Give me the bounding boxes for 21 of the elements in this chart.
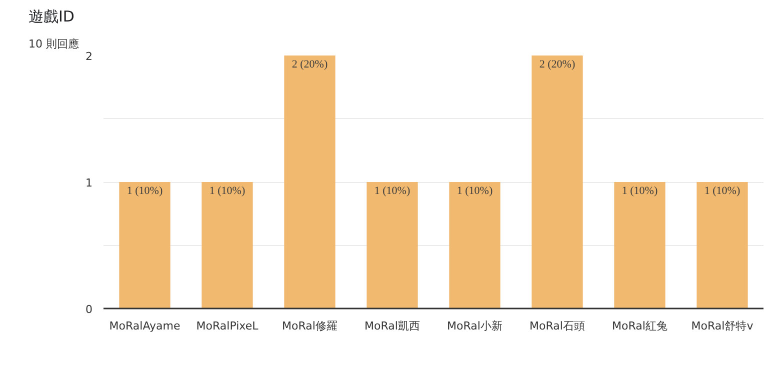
data-label: 1 (10%) bbox=[209, 185, 246, 197]
chart-subtitle: 10 則回應 bbox=[28, 38, 79, 50]
y-tick-label: 1 bbox=[86, 176, 92, 190]
x-tick-label: MoRalAyame bbox=[109, 320, 180, 332]
x-tick-label: MoRal紅兔 bbox=[612, 320, 668, 332]
data-label: 1 (10%) bbox=[704, 185, 740, 197]
y-tick-label: 2 bbox=[86, 50, 92, 63]
x-tick-label: MoRal修羅 bbox=[282, 320, 338, 332]
x-tick-label: MoRalPixeL bbox=[196, 320, 260, 332]
data-label: 1 (10%) bbox=[374, 185, 410, 197]
data-label: 2 (20%) bbox=[292, 58, 328, 70]
x-tick-label: MoRal舒特v bbox=[691, 320, 754, 332]
data-label: 1 (10%) bbox=[456, 185, 493, 197]
y-tick-label: 0 bbox=[86, 303, 92, 316]
data-label: 1 (10%) bbox=[126, 185, 163, 197]
x-tick-label: MoRal凱西 bbox=[364, 320, 420, 332]
data-label: 2 (20%) bbox=[539, 58, 576, 70]
chart-title: 遊戲ID bbox=[28, 8, 74, 26]
x-tick-label: MoRal小新 bbox=[447, 320, 502, 332]
x-tick-label: MoRal石頭 bbox=[530, 320, 585, 332]
data-label: 1 (10%) bbox=[622, 185, 658, 197]
